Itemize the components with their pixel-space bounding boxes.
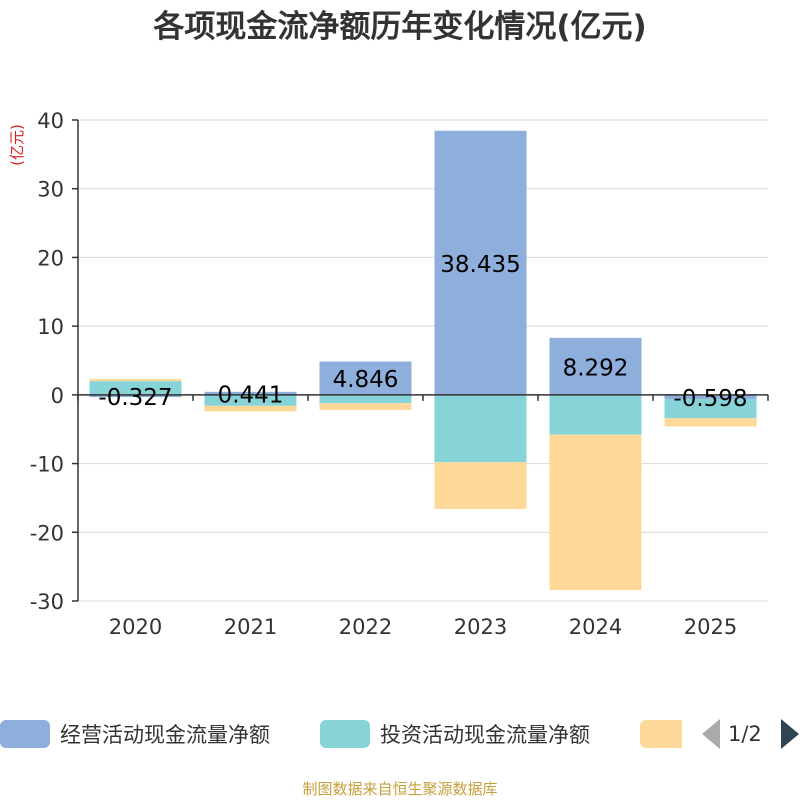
y-tick-label: -30 [30,590,64,614]
bar-series2 [89,381,182,395]
legend-swatch-financing [640,720,682,748]
legend-item-financing[interactable] [640,715,692,753]
y-tick-label: 40 [37,109,64,133]
legend: 经营活动现金流量净额 投资活动现金流量净额 1/2 [0,715,800,753]
legend-next-page-icon[interactable] [781,719,799,749]
bar-series2 [549,394,642,435]
bar-series2 [204,394,297,406]
cash-flow-chart: 40 30 20 10 0 -10 -20 -30 (亿元) 2020 2021 2022 2023 20… [8,109,769,639]
legend-label-operating: 经营活动现金流量净额 [60,723,270,747]
data-label: 38.435 [440,252,520,278]
y-tick-label: 20 [37,246,64,270]
data-label: -0.327 [98,385,172,411]
data-source-note: 制图数据来自恒生聚源数据库 [302,780,498,798]
bar-series2 [319,394,412,404]
bar-series2 [434,394,527,463]
legend-item-investing[interactable]: 投资活动现金流量净额 [320,715,590,753]
bar-series1 [434,130,527,395]
y-tick-label: 10 [37,315,64,339]
x-tick-label: 2020 [109,615,162,639]
bars [89,130,757,591]
legend-item-operating[interactable]: 经营活动现金流量净额 [0,715,270,753]
bar-series1 [549,337,642,395]
data-label: 8.292 [563,355,629,381]
bar-series3 [664,418,757,427]
bar-series1 [89,394,182,398]
grid-lines [78,119,768,602]
data-label: -0.598 [673,386,747,412]
legend-swatch-investing [320,720,370,748]
bar-series3 [549,434,642,591]
x-tick-label: 2023 [454,615,507,639]
data-label: 4.846 [333,367,399,393]
bar-series3 [434,462,527,509]
legend-page-indicator: 1/2 [728,722,762,746]
axes: 40 30 20 10 0 -10 -20 -30 (亿元) 2020 2021 2022 2023 20… [8,109,769,639]
x-tick-label: 2024 [569,615,622,639]
data-label: 0.441 [218,382,284,408]
bar-series3 [89,379,182,382]
y-tick-label: 30 [37,178,64,202]
x-tick-label: 2025 [684,615,737,639]
y-axis-unit-label: (亿元) [8,124,26,166]
y-tick-label: -20 [30,521,64,545]
legend-prev-page-icon[interactable] [702,719,720,749]
bar-series2 [664,398,757,419]
legend-label-investing: 投资活动现金流量净额 [380,723,590,747]
bar-series1 [664,394,757,399]
bar-series1 [319,361,412,395]
data-labels: -0.327 0.441 4.846 38.435 8.292 -0.598 [98,252,747,412]
x-tick-label: 2021 [224,615,277,639]
bar-series3 [204,405,297,412]
chart-title: 各项现金流净额历年变化情况(亿元) [153,9,647,45]
bar-series3 [319,403,412,410]
bar-series1 [204,391,297,395]
legend-swatch-operating [0,720,50,748]
y-tick-label: 0 [51,384,64,408]
x-tick-label: 2022 [339,615,392,639]
y-tick-label: -10 [30,453,64,477]
